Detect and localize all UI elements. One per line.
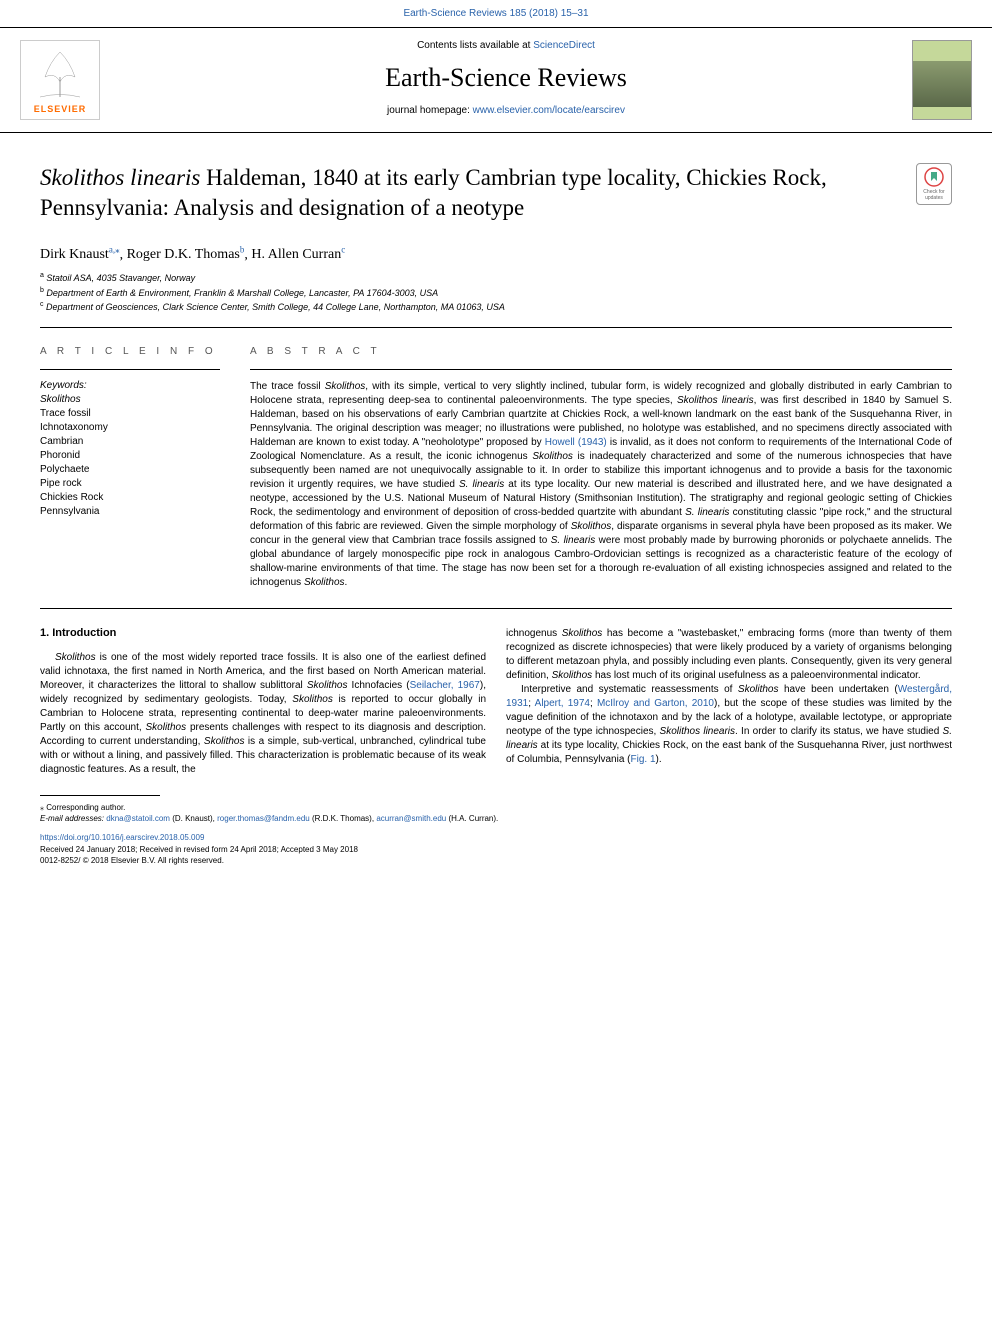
affiliations: a Statoil ASA, 4035 Stavanger, Norway b … [0,267,992,327]
bookmark-icon [924,167,944,187]
body-columns: 1. Introduction Skolithos is one of the … [0,609,992,787]
affiliation-b: b Department of Earth & Environment, Fra… [40,286,952,301]
copyright-line: 0012-8252/ © 2018 Elsevier B.V. All righ… [40,855,952,866]
keyword-item: Polychaete [40,463,220,477]
ref-link[interactable]: McIlroy and Garton, 2010 [597,698,714,709]
elsevier-tree-icon [30,47,90,102]
author-1-corr[interactable]: ⁎ [115,245,120,255]
email-line: E-mail addresses: dkna@statoil.com (D. K… [40,813,952,824]
received-line: Received 24 January 2018; Received in re… [40,844,952,855]
masthead: ELSEVIER Contents lists available at Sci… [0,27,992,133]
journal-name: Earth-Science Reviews [120,63,892,93]
email-1[interactable]: dkna@statoil.com [106,814,170,823]
article-header: Skolithos linearis Haldeman, 1840 at its… [0,133,992,233]
keyword-item: Pipe rock [40,477,220,491]
article-info-divider [40,369,220,370]
journal-cover-thumb[interactable] [912,40,972,120]
header-volume-link[interactable]: Earth-Science Reviews 185 (2018) 15–31 [0,0,992,27]
doi-link[interactable]: https://doi.org/10.1016/j.earscirev.2018… [40,833,204,842]
keyword-item: Ichnotaxonomy [40,421,220,435]
abstract-head: A B S T R A C T [250,346,952,357]
corresponding-note: ⁎ Corresponding author. [40,802,952,813]
body-col-left: 1. Introduction Skolithos is one of the … [40,627,486,777]
author-2: Roger D.K. Thomasb [127,247,245,262]
elsevier-logo[interactable]: ELSEVIER [20,40,100,120]
article-info-col: A R T I C L E I N F O Keywords: Skolitho… [40,346,220,590]
article-title: Skolithos linearis Haldeman, 1840 at its… [40,163,906,223]
sciencedirect-link[interactable]: ScienceDirect [533,40,595,51]
affiliation-c: c Department of Geosciences, Clark Scien… [40,300,952,315]
keywords-list: SkolithosTrace fossilIchnotaxonomyCambri… [40,393,220,519]
keyword-item: Skolithos [40,393,220,407]
homepage-line: journal homepage: www.elsevier.com/locat… [120,105,892,116]
intro-para-left: Skolithos is one of the most widely repo… [40,651,486,777]
keyword-item: Trace fossil [40,407,220,421]
intro-para-right: ichnogenus Skolithos has become a "waste… [506,627,952,767]
ref-link[interactable]: Seilacher, 1967 [410,680,480,691]
keyword-item: Pennsylvania [40,505,220,519]
keyword-item: Phoronid [40,449,220,463]
author-1: Dirk Knausta,⁎ [40,247,120,262]
info-abstract-row: A R T I C L E I N F O Keywords: Skolitho… [0,328,992,608]
authors-line: Dirk Knausta,⁎, Roger D.K. Thomasb, H. A… [0,233,992,268]
ref-link[interactable]: Alpert, 1974 [535,698,590,709]
section-1-heading: 1. Introduction [40,627,486,639]
keyword-item: Cambrian [40,435,220,449]
abstract-divider [250,369,952,370]
footer-divider [40,795,160,796]
author-3-affil[interactable]: c [341,245,345,255]
journal-homepage-link[interactable]: www.elsevier.com/locate/earscirev [473,105,625,116]
email-3[interactable]: acurran@smith.edu [376,814,446,823]
contents-line: Contents lists available at ScienceDirec… [120,40,892,51]
keyword-item: Chickies Rock [40,491,220,505]
keywords-label: Keywords: [40,380,220,391]
abstract-text: The trace fossil Skolithos, with its sim… [250,380,952,590]
masthead-center: Contents lists available at ScienceDirec… [100,40,912,120]
ref-link[interactable]: Howell (1943) [545,437,607,448]
author-2-affil[interactable]: b [240,245,245,255]
body-col-right: ichnogenus Skolithos has become a "waste… [506,627,952,777]
affiliation-a: a Statoil ASA, 4035 Stavanger, Norway [40,271,952,286]
abstract-col: A B S T R A C T The trace fossil Skolith… [250,346,952,590]
footer: ⁎ Corresponding author. E-mail addresses… [0,787,992,886]
author-3: H. Allen Curranc [251,247,345,262]
elsevier-label: ELSEVIER [34,104,87,114]
article-info-head: A R T I C L E I N F O [40,346,220,357]
check-updates-badge[interactable]: Check forupdates [916,163,952,205]
ref-link[interactable]: Fig. 1 [631,754,656,765]
email-2[interactable]: roger.thomas@fandm.edu [217,814,310,823]
updates-badge-text: Check forupdates [923,189,944,201]
